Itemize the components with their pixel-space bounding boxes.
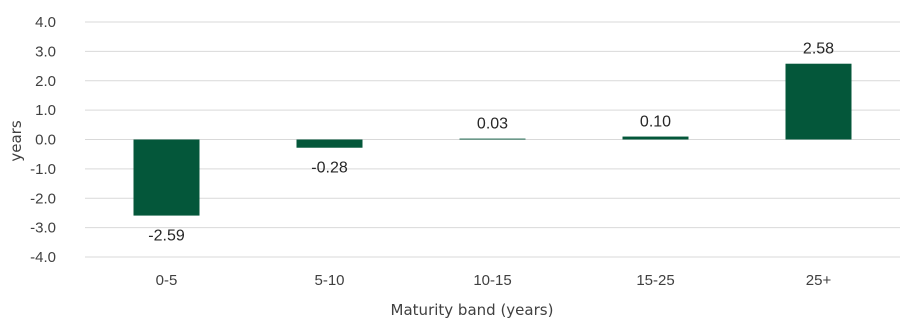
y-tick-label: -2.0 [30,190,56,207]
data-label: 0.10 [640,114,671,131]
bar-0-5 [133,139,200,216]
x-tick-label: 25+ [806,272,832,289]
data-label: 2.58 [803,41,834,58]
y-tick-label: -4.0 [30,249,56,266]
x-axis-title: Maturity band (years) [391,301,554,319]
bars [133,63,852,216]
bar-10-15 [459,138,526,140]
y-tick-label: 3.0 [35,43,56,60]
x-tick-label: 15-25 [636,272,674,289]
y-tick-label: 0.0 [35,132,56,149]
data-label: -2.59 [148,228,185,245]
bar-5-10 [296,139,363,148]
x-axis-ticks: 0-5 5-10 10-15 15-25 25+ [156,272,832,289]
data-label: 0.03 [477,116,508,133]
y-tick-label: 2.0 [35,73,56,90]
y-tick-label: -3.0 [30,220,56,237]
y-axis-ticks: 4.0 3.0 2.0 1.0 0.0 -1.0 -2.0 -3.0 -4.0 [30,14,56,266]
data-label: -0.28 [311,160,348,177]
x-tick-label: 5-10 [314,272,344,289]
bar-25+ [785,63,852,140]
y-axis-title: years [7,120,25,161]
y-tick-label: -1.0 [30,161,56,178]
bar-15-25 [622,136,689,140]
y-tick-label: 4.0 [35,14,56,31]
y-tick-label: 1.0 [35,102,56,119]
x-tick-label: 0-5 [156,272,178,289]
data-labels: -2.59 -0.28 0.03 0.10 2.58 [148,41,834,245]
x-tick-label: 10-15 [473,272,511,289]
